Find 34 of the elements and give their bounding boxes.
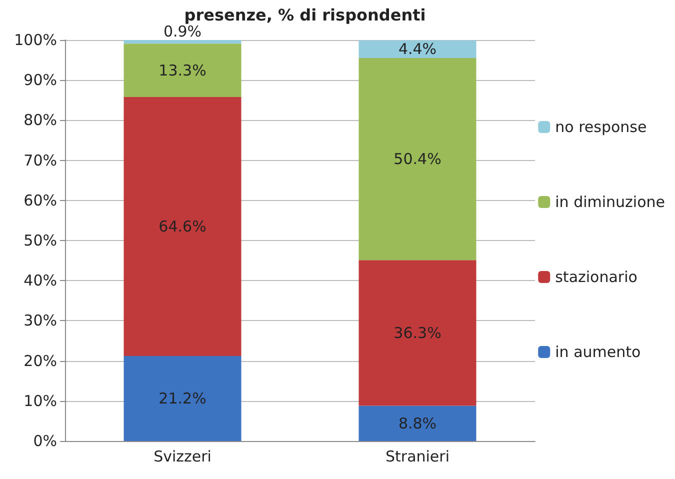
bar xyxy=(358,58,476,260)
legend-label: stazionario xyxy=(555,268,638,286)
bar xyxy=(124,356,242,441)
bar xyxy=(124,44,242,97)
data-label: 64.6% xyxy=(158,217,206,236)
data-label: 8.8% xyxy=(398,414,437,432)
y-tick-label: 20% xyxy=(24,352,57,370)
chart-title: presenze, % di rispondenti xyxy=(184,6,426,24)
y-tick-label: 60% xyxy=(24,191,57,210)
bar xyxy=(358,406,476,441)
y-tick-label: 70% xyxy=(24,151,57,170)
bar xyxy=(124,40,242,44)
legend-label: no response xyxy=(555,118,647,136)
y-tick-label: 0% xyxy=(33,432,57,450)
data-label: 4.4% xyxy=(398,40,437,58)
x-tick-label: Stranieri xyxy=(386,448,450,466)
y-tick-label: 40% xyxy=(24,272,57,290)
x-tick-label: Svizzeri xyxy=(154,448,212,466)
data-label: 21.2% xyxy=(158,389,206,408)
legend-label: in aumento xyxy=(555,343,641,361)
data-label: 36.3% xyxy=(394,324,442,342)
y-tick-label: 90% xyxy=(24,71,57,90)
y-tick-label: 30% xyxy=(24,312,57,330)
y-tick-label: 100% xyxy=(14,31,57,49)
legend-label: in diminuzione xyxy=(555,193,666,211)
data-label: 50.4% xyxy=(394,150,442,168)
data-label: 13.3% xyxy=(158,61,206,80)
y-tick-label: 80% xyxy=(24,111,57,130)
bar xyxy=(358,40,476,58)
bar xyxy=(358,260,476,406)
bar xyxy=(124,96,242,356)
data-label: 0.9% xyxy=(163,22,202,40)
y-tick-label: 10% xyxy=(24,392,57,410)
y-tick-label: 50% xyxy=(24,232,57,250)
